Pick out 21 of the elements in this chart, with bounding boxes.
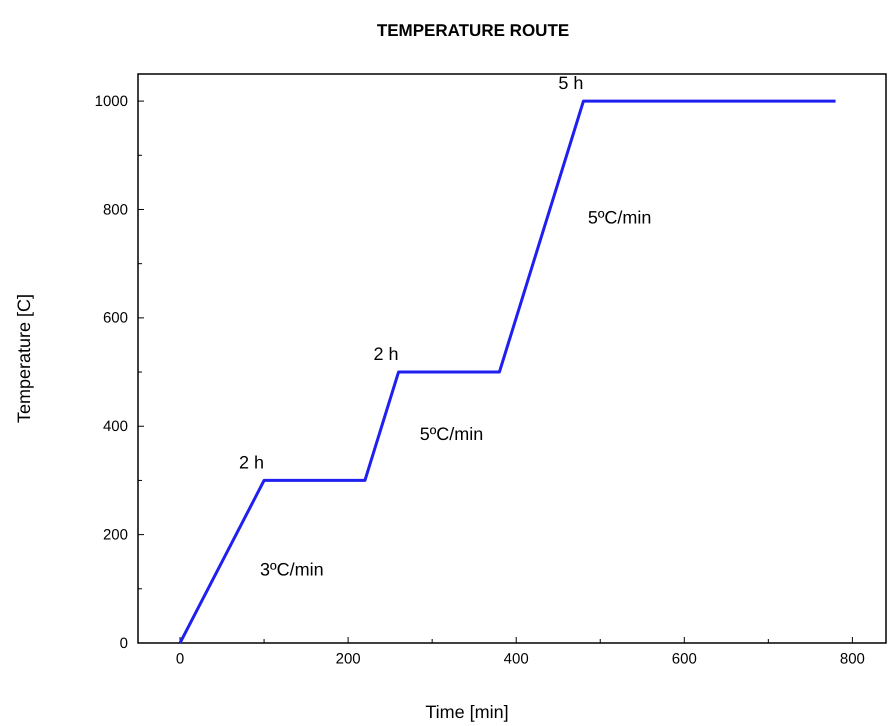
x-tick-label: 400 [504,650,529,668]
annotation: 5ºC/min [420,424,484,444]
y-tick-label: 200 [102,526,128,544]
x-axis-title: Time [min] [425,702,509,722]
y-tick-label: 0 [120,634,128,652]
x-tick-label: 800 [840,650,865,668]
y-tick-label: 800 [102,201,128,218]
y-tick-label: 600 [102,310,128,327]
y-axis-title: Temperature [C] [14,294,34,424]
y-tick-label: 400 [102,418,128,436]
annotation: 2 h [374,344,399,364]
line-series [178,100,838,644]
annotation: 5ºC/min [588,207,652,228]
annotation: 5 h [558,73,584,94]
annotation: 3ºC/min [260,560,324,580]
y-tick-label: 1000 [94,92,128,110]
annotation: 2 h [239,452,264,472]
chart-title: TEMPERATURE ROUTE [376,21,570,40]
x-tick-label: 200 [336,650,361,668]
x-tick-label: 600 [672,650,697,668]
x-tick-label: 0 [176,650,184,668]
